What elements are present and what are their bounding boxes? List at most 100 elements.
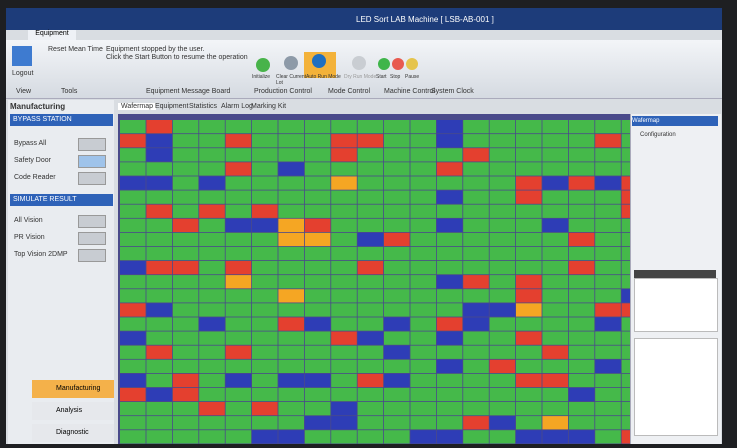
die-cell: [278, 373, 304, 388]
tab[interactable]: Statistics: [189, 103, 218, 110]
option-label: Code Reader: [14, 174, 56, 181]
die-cell: [252, 359, 278, 373]
die-cell: [278, 416, 304, 430]
die-cell: [331, 430, 357, 444]
die-cell: [278, 402, 304, 416]
die-cell: [542, 204, 568, 218]
die-cell: [225, 402, 252, 416]
die-cell: [331, 176, 357, 190]
die-cell: [595, 289, 621, 303]
die-cell: [516, 430, 542, 444]
die-cell: [252, 261, 278, 275]
die-cell: [172, 275, 199, 289]
logout-icon[interactable]: [12, 46, 32, 66]
nav-item[interactable]: Manufacturing: [32, 380, 114, 398]
control-label[interactable]: Pause: [405, 74, 420, 80]
dry-run-icon[interactable]: [352, 56, 366, 70]
die-cell: [331, 275, 357, 289]
start-icon[interactable]: [378, 58, 390, 70]
tab[interactable]: Marking Kit: [251, 103, 287, 110]
die-cell: [516, 162, 542, 176]
die-cell: [542, 303, 568, 317]
die-cell: [146, 430, 172, 444]
die-cell: [304, 176, 331, 190]
control-label[interactable]: Clear Current Lot: [276, 74, 307, 86]
die-cell: [516, 373, 542, 388]
initialize-icon[interactable]: [256, 58, 270, 72]
reset-button[interactable]: Reset Mean Time: [48, 46, 103, 53]
control-label[interactable]: Start: [376, 74, 387, 80]
die-cell: [357, 430, 384, 444]
stop-icon[interactable]: [392, 58, 404, 70]
tab[interactable]: Equipment: [155, 103, 189, 110]
clear-icon[interactable]: [284, 56, 298, 70]
die-cell: [278, 162, 304, 176]
toggle[interactable]: [78, 138, 106, 151]
die-cell: [304, 289, 331, 303]
die-cell: [252, 387, 278, 402]
die-cell: [384, 402, 410, 416]
die-cell: [146, 416, 172, 430]
nav-item[interactable]: Diagnostic: [32, 424, 114, 442]
logout[interactable]: Logout: [12, 70, 34, 77]
toggle[interactable]: [78, 249, 106, 262]
die-cell: [568, 345, 595, 359]
panel-option[interactable]: Configuration: [640, 132, 676, 138]
die-cell: [595, 148, 621, 162]
die-cell: [410, 120, 436, 134]
toggle[interactable]: [78, 172, 106, 185]
die-cell: [410, 402, 436, 416]
die-cell: [436, 204, 463, 218]
die-cell: [278, 246, 304, 261]
die-cell: [436, 218, 463, 232]
tab[interactable]: Wafermap: [118, 103, 157, 110]
die-cell: [278, 261, 304, 275]
die-cell: [384, 204, 410, 218]
die-cell: [252, 120, 278, 134]
die-cell: [304, 416, 331, 430]
control-label[interactable]: Auto Run Mode: [306, 74, 341, 80]
die-cell: [516, 232, 542, 247]
nav-item[interactable]: Analysis: [32, 402, 114, 420]
ribbon-tab[interactable]: Equipment: [28, 30, 76, 40]
die-cell: [463, 331, 489, 345]
control-label[interactable]: Initialize: [252, 74, 271, 80]
die-cell: [384, 176, 410, 190]
die-cell: [357, 359, 384, 373]
toggle[interactable]: [78, 232, 106, 245]
auto-run-icon[interactable]: [312, 54, 326, 68]
die-cell: [489, 148, 516, 162]
die-cell: [172, 204, 199, 218]
die-cell: [516, 148, 542, 162]
die-cell: [568, 204, 595, 218]
die-cell: [595, 134, 621, 148]
die-cell: [436, 246, 463, 261]
die-cell: [516, 303, 542, 317]
die-cell: [489, 218, 516, 232]
die-cell: [595, 246, 621, 261]
control-label[interactable]: Stop: [390, 74, 401, 80]
die-cell: [410, 176, 436, 190]
die-cell: [278, 190, 304, 204]
die-cell: [542, 246, 568, 261]
die-cell: [463, 218, 489, 232]
die-cell: [436, 261, 463, 275]
die-cell: [357, 275, 384, 289]
toggle[interactable]: [78, 155, 106, 168]
die-cell: [410, 289, 436, 303]
die-cell: [331, 218, 357, 232]
pause-icon[interactable]: [406, 58, 418, 70]
die-cell: [568, 317, 595, 331]
die-cell: [384, 134, 410, 148]
die-cell: [595, 190, 621, 204]
die-cell: [304, 134, 331, 148]
die-cell: [489, 120, 516, 134]
tab[interactable]: Alarm Log: [221, 103, 253, 110]
die-cell: [410, 148, 436, 162]
toggle[interactable]: [78, 215, 106, 228]
control-label[interactable]: Dry Run Mode: [344, 74, 377, 80]
die-cell: [278, 218, 304, 232]
die-cell: [146, 261, 172, 275]
die-cell: [252, 176, 278, 190]
die-cell: [225, 176, 252, 190]
